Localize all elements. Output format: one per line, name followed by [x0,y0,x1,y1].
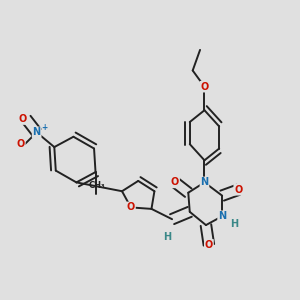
Text: N: N [33,127,41,137]
Text: O: O [234,185,242,195]
Text: CH₃: CH₃ [89,181,105,190]
Text: O: O [205,240,213,250]
Text: N: N [200,177,208,188]
Text: H: H [163,232,171,242]
Text: H: H [230,219,238,229]
Text: O: O [18,114,26,124]
Text: N: N [218,211,226,221]
Text: +: + [41,122,47,131]
Text: O: O [127,202,135,212]
Text: O: O [200,82,208,92]
Text: O: O [16,139,25,149]
Text: O: O [171,177,179,188]
